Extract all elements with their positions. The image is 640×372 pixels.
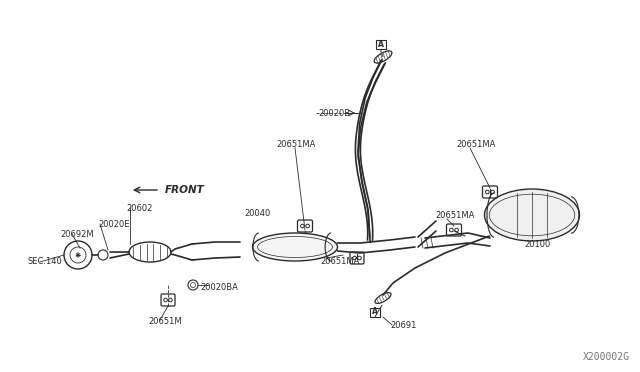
Text: 20602: 20602 (126, 203, 152, 212)
Text: 20651MA: 20651MA (276, 140, 316, 148)
Text: 20040: 20040 (244, 208, 270, 218)
Ellipse shape (484, 189, 579, 241)
Text: SEC.140: SEC.140 (28, 257, 63, 266)
Text: 20020E: 20020E (98, 219, 129, 228)
Text: A: A (378, 39, 384, 48)
Text: 20100: 20100 (524, 240, 550, 248)
Text: X200002G: X200002G (583, 352, 630, 362)
Text: 20691: 20691 (390, 321, 417, 330)
Text: 20020BA: 20020BA (200, 282, 238, 292)
Text: 20651MA: 20651MA (456, 140, 495, 148)
Text: 20020B: 20020B (318, 109, 350, 118)
Text: FRONT: FRONT (165, 185, 205, 195)
Text: 20651MA: 20651MA (435, 211, 474, 219)
Ellipse shape (253, 233, 337, 261)
Text: 20692M: 20692M (60, 230, 93, 238)
Text: 20651MA: 20651MA (320, 257, 360, 266)
Text: A: A (372, 308, 378, 317)
Text: 20651M: 20651M (148, 317, 182, 327)
